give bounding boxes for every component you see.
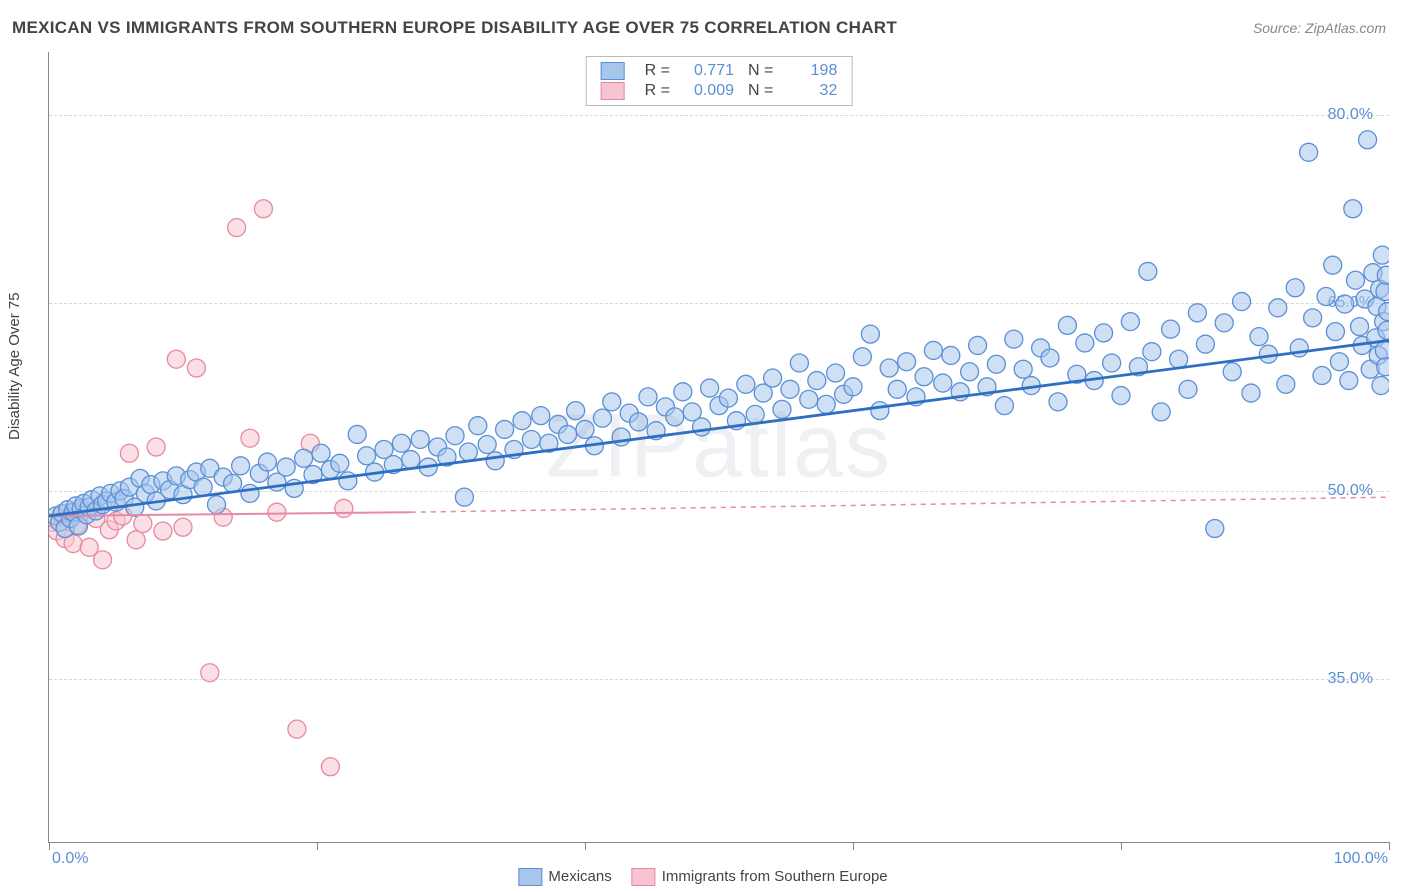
- r-value-series2: 0.009: [684, 82, 734, 100]
- swatch-series2: [601, 82, 625, 100]
- swatch-series2: [632, 868, 656, 886]
- legend-item-series1: Mexicans: [518, 868, 611, 886]
- n-label: N =: [748, 62, 773, 80]
- legend-label-series2: Immigrants from Southern Europe: [662, 868, 888, 885]
- stats-row-series1: R = 0.771 N = 198: [601, 61, 838, 81]
- r-label: R =: [645, 62, 670, 80]
- swatch-series1: [518, 868, 542, 886]
- chart-title: MEXICAN VS IMMIGRANTS FROM SOUTHERN EURO…: [12, 18, 897, 38]
- chart-area: R = 0.771 N = 198 R = 0.009 N = 32 ZIPat…: [48, 52, 1389, 843]
- r-value-series1: 0.771: [684, 62, 734, 80]
- scatter-plot-svg: [49, 52, 1389, 842]
- source-label: Source: ZipAtlas.com: [1253, 20, 1386, 36]
- stats-legend-box: R = 0.771 N = 198 R = 0.009 N = 32: [586, 56, 853, 106]
- bottom-legend: Mexicans Immigrants from Southern Europe: [518, 868, 887, 886]
- legend-label-series1: Mexicans: [548, 868, 611, 885]
- n-value-series2: 32: [787, 82, 837, 100]
- x-axis-min-label: 0.0%: [52, 850, 88, 868]
- n-label: N =: [748, 82, 773, 100]
- r-label: R =: [645, 82, 670, 100]
- legend-item-series2: Immigrants from Southern Europe: [632, 868, 888, 886]
- stats-row-series2: R = 0.009 N = 32: [601, 81, 838, 101]
- x-axis-max-label: 100.0%: [1334, 850, 1388, 868]
- swatch-series1: [601, 62, 625, 80]
- y-axis-label: Disability Age Over 75: [6, 292, 23, 440]
- n-value-series1: 198: [787, 62, 837, 80]
